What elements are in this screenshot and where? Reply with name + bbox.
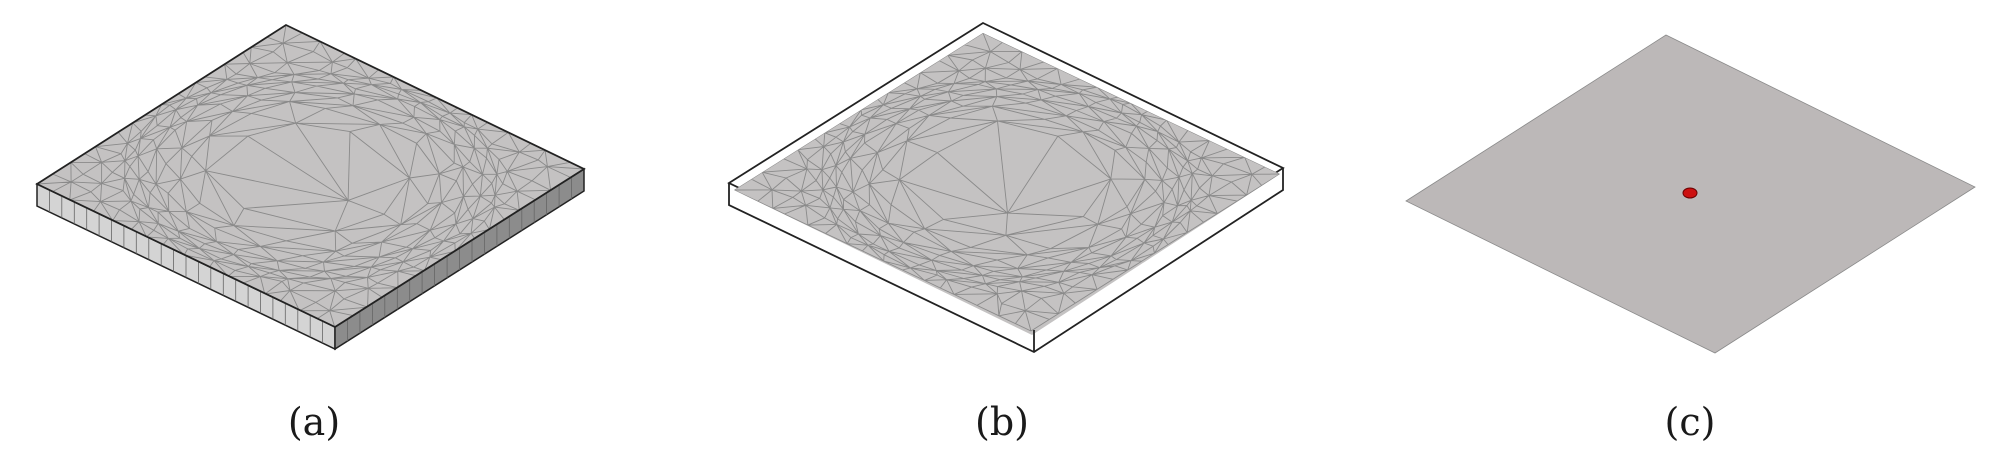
mesh-b-surface	[734, 33, 1280, 335]
mesh-lines	[734, 33, 1280, 332]
mesh-b-lines	[734, 33, 1280, 332]
side-tick-lines	[49, 176, 572, 343]
caption-c: (c)	[1664, 400, 1716, 444]
panel-c-plane	[1405, 34, 1976, 354]
caption-a: (a)	[287, 400, 341, 444]
caption-b: (b)	[975, 400, 1029, 444]
plate-a-side-ticks	[49, 176, 572, 343]
plate-a-top-edge	[35, 23, 586, 329]
source-point-marker	[1682, 187, 1698, 199]
panel-b-midsurface	[727, 21, 1285, 354]
panel-a-solid-plate	[35, 23, 586, 351]
